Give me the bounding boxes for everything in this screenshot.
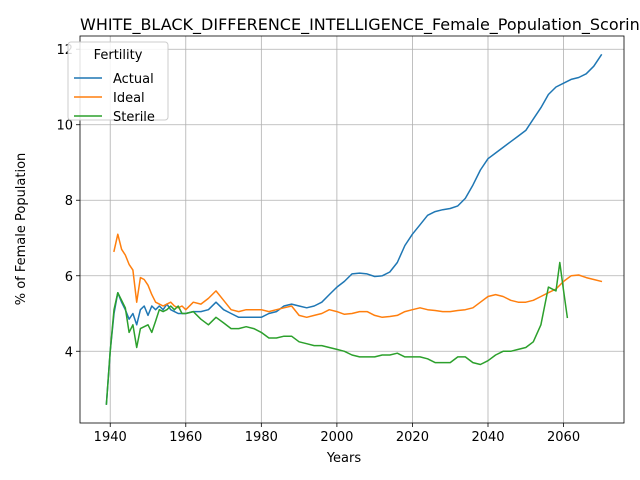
grid xyxy=(80,36,624,423)
x-tick-label: 2040 xyxy=(471,430,504,445)
x-tick-label: 2060 xyxy=(547,430,580,445)
series-line-sterile xyxy=(105,261,569,405)
plot-frame xyxy=(79,35,625,424)
series-line-actual xyxy=(105,53,603,405)
legend-label-ideal: Ideal xyxy=(113,91,145,106)
x-tick-label: 2020 xyxy=(396,430,429,445)
legend-label-sterile: Sterile xyxy=(113,110,155,125)
y-tick-label: 8 xyxy=(65,194,73,209)
y-tick-label: 4 xyxy=(65,345,73,360)
x-tick-label: 1980 xyxy=(245,430,278,445)
x-tick-label: 1940 xyxy=(94,430,127,445)
x-tick-label: 1960 xyxy=(169,430,202,445)
legend-label-actual: Actual xyxy=(113,72,154,87)
y-tick-label: 10 xyxy=(56,119,73,134)
y-tick-label: 6 xyxy=(65,270,73,285)
chart-title: WHITE_BLACK_DIFFERENCE_INTELLIGENCE_Fema… xyxy=(80,15,640,35)
legend-box xyxy=(67,41,169,121)
legend-title: Fertility xyxy=(94,48,143,63)
x-axis-label: Years xyxy=(326,451,362,466)
x-tick-label: 2000 xyxy=(320,430,353,445)
series-line-ideal xyxy=(113,233,603,319)
y-axis-label: % of Female Population xyxy=(14,153,29,306)
series-lines xyxy=(105,53,603,405)
legend: Fertility Actual Ideal Sterile xyxy=(67,41,169,125)
